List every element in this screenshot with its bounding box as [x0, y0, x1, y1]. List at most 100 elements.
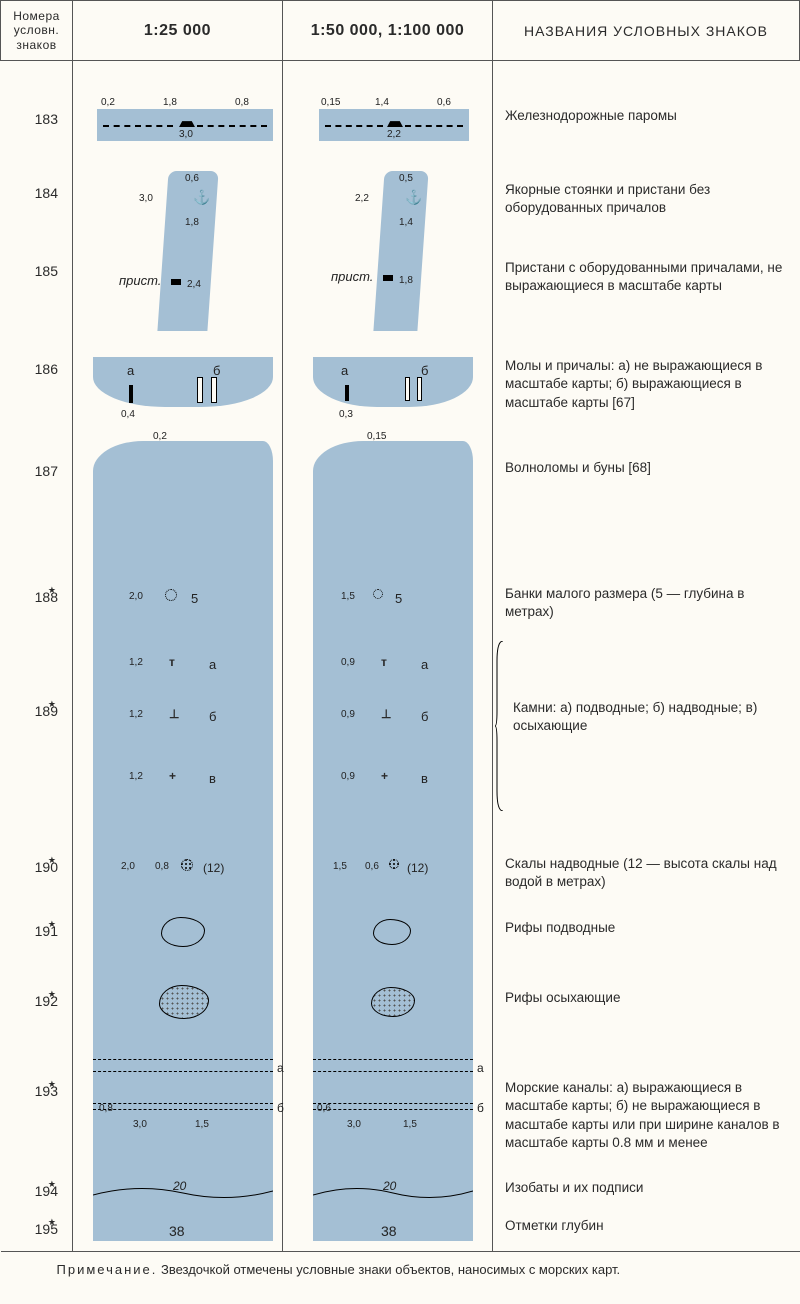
star-icon: ★	[48, 699, 56, 710]
symbols-25k-column: 0,2 1,8 0,8 3,0 ⚓ 3,0 0,6 1,8 прист. 2,4	[73, 61, 282, 1251]
dim-label: 2,0	[121, 861, 135, 872]
depth-mark: 38	[381, 1223, 397, 1239]
dim-label: 3,0	[139, 193, 153, 204]
dim-label: 0,5	[399, 173, 413, 184]
pier-label: прист.	[119, 273, 161, 288]
ferry-water-25k: 0,2 1,8 0,8 3,0	[97, 109, 273, 141]
depth-label: 5	[395, 591, 402, 606]
row-number: 186	[35, 361, 58, 377]
dim-label: 0,6	[317, 1103, 331, 1114]
rock-symbol: ⊥	[169, 707, 179, 721]
letter-label: а	[209, 657, 216, 672]
letter-label: а	[477, 1061, 484, 1075]
row-number: 189★	[35, 703, 58, 719]
channel-line	[313, 1071, 473, 1072]
letter-label: в	[421, 771, 428, 786]
dim-label: 0,8	[155, 861, 169, 872]
dim-label: 1,5	[195, 1119, 209, 1130]
dim-label: 1,2	[129, 771, 143, 782]
anchor-icon: ⚓	[405, 189, 422, 206]
row-number: 191★	[35, 923, 58, 939]
depth-mark: 38	[169, 1223, 185, 1239]
symbols-50k-column: 0,15 1,4 0,6 2,2 ⚓ 2,2 0,5 1,4 прист. 1,…	[283, 61, 492, 1251]
footnote-text: Звездочкой отмечены условные знаки объек…	[161, 1262, 620, 1277]
dim-label: 0,6	[437, 97, 451, 108]
isobath-label: 20	[383, 1179, 396, 1193]
row-number: 192★	[35, 993, 58, 1009]
row-number: 193★	[35, 1083, 58, 1099]
dim-label: 0,15	[367, 431, 386, 442]
star-icon: ★	[48, 1079, 56, 1090]
star-icon: ★	[48, 585, 56, 596]
ship-icon	[179, 121, 195, 127]
row-number: 188★	[35, 589, 58, 605]
symbol-name: Железнодорожные паромы	[505, 107, 792, 125]
dim-label: 2,0	[129, 591, 143, 602]
channel-line	[93, 1109, 273, 1110]
row-number: 185	[35, 263, 58, 279]
channel-line	[313, 1103, 473, 1104]
height-label: (12)	[203, 861, 224, 875]
dim-label: 0,6	[365, 861, 379, 872]
harbor-water-25k: а б	[93, 357, 273, 407]
dim-label: 1,2	[129, 709, 143, 720]
symbol-name: Якорные стоянки и пристани без оборудова…	[505, 181, 792, 217]
symbol-name: Рифы осыхающие	[505, 989, 792, 1007]
dim-label: 0,2	[101, 97, 115, 108]
symbol-name: Молы и причалы: а) не выражающиеся в мас…	[505, 357, 792, 412]
pier-label: прист.	[331, 269, 373, 284]
channel-line	[93, 1071, 273, 1072]
symbol-name: Скалы надводные (12 — высота скалы над в…	[505, 855, 792, 891]
header-row: Номера условн. знаков 1:25 000 1:50 000,…	[1, 1, 800, 61]
symbol-name: Банки малого размера (5 — глубина в метр…	[505, 585, 792, 621]
dim-label: 3,0	[133, 1119, 147, 1130]
dim-label: 1,2	[129, 657, 143, 668]
dim-label: 0,3	[339, 409, 353, 420]
letter-label: а	[341, 363, 348, 378]
dim-label: 2,4	[187, 279, 201, 290]
row-number: 195★	[35, 1221, 58, 1237]
channel-line	[313, 1059, 473, 1060]
isobath-label: 20	[173, 1179, 186, 1193]
rock-symbol: +	[169, 769, 176, 783]
row-number: 190★	[35, 859, 58, 875]
symbol-name: Камни: а) подводные; б) надводные; в) ос…	[513, 699, 792, 735]
letter-label: б	[421, 363, 428, 378]
brace-icon	[495, 641, 505, 811]
rock-symbol: т	[169, 655, 175, 669]
symbols-table: Номера условн. знаков 1:25 000 1:50 000,…	[0, 0, 800, 1287]
dim-label: 0,4	[121, 409, 135, 420]
star-icon: ★	[48, 855, 56, 866]
star-icon: ★	[48, 919, 56, 930]
letter-label: б	[213, 363, 220, 378]
star-icon: ★	[48, 989, 56, 1000]
row-number: 187	[35, 463, 58, 479]
sea-water-50k	[313, 441, 473, 1241]
dim-label: 3,0	[347, 1119, 361, 1130]
header-25k: 1:25 000	[73, 1, 283, 61]
height-label: (12)	[407, 861, 428, 875]
footnote: Примечание. Звездочкой отмечены условные…	[1, 1252, 800, 1288]
dim-label: 1,5	[341, 591, 355, 602]
dim-label: 0,9	[341, 771, 355, 782]
depth-label: 5	[191, 591, 198, 606]
symbol-name: Рифы подводные	[505, 919, 792, 937]
header-num: Номера условн. знаков	[1, 1, 73, 61]
star-icon: ★	[48, 1179, 56, 1190]
anchor-icon: ⚓	[193, 189, 210, 206]
symbol-name: Изобаты и их подписи	[505, 1179, 792, 1197]
letter-label: б	[209, 709, 216, 724]
header-50k: 1:50 000, 1:100 000	[283, 1, 493, 61]
pier-icon	[171, 279, 181, 285]
pier-icon	[383, 275, 393, 281]
names-column: Железнодорожные паромы Якорные стоянки и …	[493, 61, 800, 1251]
dim-label: 0,6	[185, 173, 199, 184]
sea-water-25k	[93, 441, 273, 1241]
rock-symbol: т	[381, 655, 387, 669]
row-number: 183	[35, 111, 58, 127]
numbers-column: 183184185186187188★189★190★191★192★193★1…	[1, 61, 73, 1251]
dim-label: 2,2	[355, 193, 369, 204]
ferry-water-50k: 0,15 1,4 0,6 2,2	[319, 109, 469, 141]
dim-label: 0,8	[99, 1103, 113, 1114]
dim-label: 1,8	[185, 217, 199, 228]
